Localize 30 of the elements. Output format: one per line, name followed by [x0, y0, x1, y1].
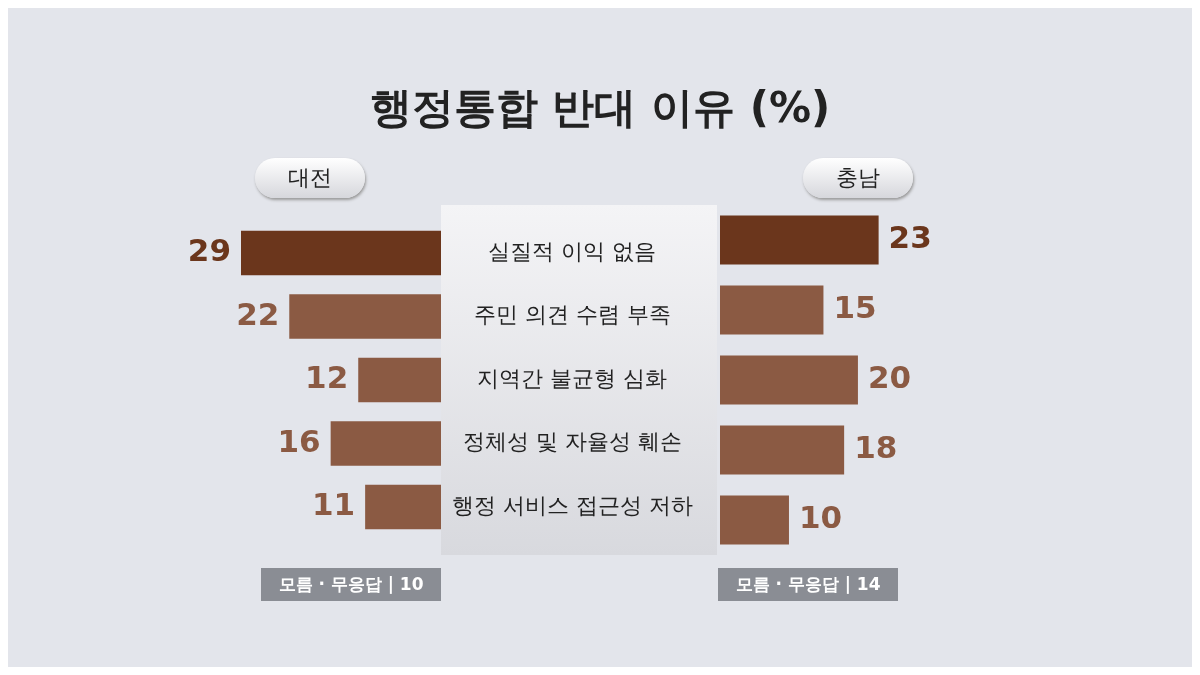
- bar: [365, 484, 441, 530]
- bar: [720, 425, 845, 475]
- y-tick-label: 주민 의견 수렴 부족: [474, 302, 671, 328]
- chart-subtitle: 충남: [803, 158, 913, 198]
- data-label: 22: [236, 295, 280, 332]
- text: 모름 · 무응답 | 14: [718, 568, 898, 601]
- bar: [720, 215, 879, 265]
- bar: [720, 355, 858, 405]
- y-tick-label: 행정 서비스 접근성 저하: [452, 492, 693, 518]
- chart-subtitle: 대전: [255, 158, 365, 198]
- data-label: 10: [798, 499, 843, 536]
- data-label: 16: [277, 422, 321, 459]
- data-label: 12: [305, 359, 349, 396]
- y-tick-label: 실질적 이익 없음: [488, 238, 657, 264]
- data-label: 29: [187, 232, 231, 269]
- data-label: 15: [833, 289, 877, 326]
- y-tick-label: 지역간 불균형 심화: [477, 365, 668, 391]
- bar: [289, 294, 441, 339]
- data-label: 20: [867, 359, 912, 396]
- data-label: 18: [854, 429, 898, 466]
- bar: [358, 357, 441, 403]
- text: 모름 · 무응답 | 10: [261, 568, 441, 601]
- bar: [330, 421, 441, 466]
- bar: [720, 495, 789, 545]
- text: 행정통합 반대 이유 (%): [368, 82, 832, 134]
- bar: [720, 285, 824, 335]
- y-tick-label: 정체성 및 자율성 훼손: [463, 429, 682, 455]
- bar: [241, 230, 441, 276]
- data-label: 23: [888, 219, 932, 256]
- data-label: 11: [312, 486, 356, 523]
